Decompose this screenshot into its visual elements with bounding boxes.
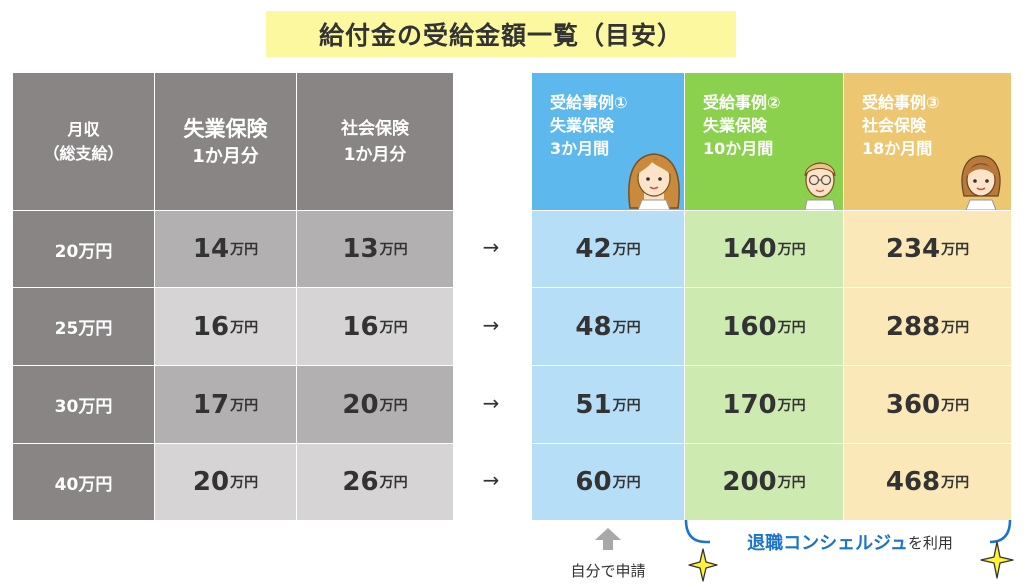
- value-number: 17: [192, 389, 230, 420]
- value-unit: 万円: [230, 397, 259, 414]
- social-value: 26 万円: [297, 444, 453, 520]
- case3-value: 288 万円: [844, 288, 1011, 365]
- social-value: 20 万円: [297, 366, 453, 443]
- case1-value: 60 万円: [532, 444, 684, 520]
- row-income-40: 40万円: [13, 444, 154, 520]
- value-unit: 万円: [379, 242, 408, 258]
- value-unit: 万円: [777, 242, 806, 258]
- case2-duration: 10か月間: [703, 139, 774, 158]
- unemployment-value: 16 万円: [155, 288, 296, 365]
- value-number: 42: [575, 234, 612, 264]
- case3-value: 468 万円: [844, 444, 1011, 520]
- header-social-insurance: 社会保険 1か月分: [297, 73, 453, 210]
- header-unemployment-line2: 1か月分: [192, 145, 259, 167]
- value-unit: 万円: [777, 475, 806, 491]
- value-number: 51: [575, 389, 612, 420]
- value-unit: 万円: [941, 242, 970, 258]
- concierge-label: 退職コンシェルジュ を利用: [710, 527, 990, 557]
- value-number: 14: [192, 234, 230, 264]
- header-monthly-income: 月収 （総支給）: [13, 73, 154, 210]
- value-unit: 万円: [612, 242, 641, 258]
- value-unit: 万円: [941, 319, 970, 336]
- up-arrow-icon: [595, 528, 621, 550]
- value-unit: 万円: [941, 475, 970, 491]
- page-title: 給付金の受給金額一覧（目安）: [266, 11, 736, 57]
- value-number: 13: [342, 234, 379, 264]
- case2-value: 200 万円: [685, 444, 843, 520]
- value-number: 20: [192, 467, 230, 497]
- social-value: 13 万円: [297, 211, 453, 287]
- value-number: 468: [885, 467, 941, 497]
- case2-value: 160 万円: [685, 288, 843, 365]
- unemployment-value: 20 万円: [155, 444, 296, 520]
- value-number: 200: [722, 467, 777, 497]
- header-social-line1: 社会保険: [341, 118, 409, 139]
- value-unit: 万円: [230, 475, 259, 491]
- woman-short-hair-illustration: [961, 155, 1001, 210]
- header-case-2: 受給事例② 失業保険 10か月間: [685, 73, 843, 210]
- value-unit: 万円: [230, 319, 259, 336]
- value-number: 60: [575, 467, 612, 497]
- value-number: 16: [192, 311, 230, 342]
- row-income-20: 20万円: [13, 211, 154, 287]
- value-unit: 万円: [379, 397, 408, 414]
- case3-duration: 18か月間: [862, 139, 933, 158]
- value-number: 160: [722, 311, 777, 342]
- value-unit: 万円: [612, 397, 641, 414]
- case1-value: 51 万円: [532, 366, 684, 443]
- sparkle-icon: [688, 548, 718, 582]
- value-unit: 万円: [379, 475, 408, 491]
- right-arrow: →: [482, 313, 500, 337]
- row-income-25: 25万円: [13, 288, 154, 365]
- case1-value: 48 万円: [532, 288, 684, 365]
- case3-title: 受給事例③: [862, 93, 940, 112]
- concierge-suffix: を利用: [907, 533, 953, 552]
- unemployment-value: 17 万円: [155, 366, 296, 443]
- header-case-1: 受給事例① 失業保険 3か月間: [532, 73, 684, 210]
- value-unit: 万円: [612, 319, 641, 336]
- case1-type: 失業保険: [550, 116, 615, 135]
- case1-title: 受給事例①: [550, 93, 628, 112]
- case2-type: 失業保険: [703, 116, 768, 135]
- case3-type: 社会保険: [862, 116, 927, 135]
- woman-long-hair-illustration: [628, 153, 680, 210]
- row-income-30: 30万円: [13, 366, 154, 443]
- value-number: 16: [342, 311, 379, 342]
- value-number: 48: [575, 311, 612, 342]
- header-social-line2: 1か月分: [343, 144, 407, 165]
- value-number: 20: [342, 389, 379, 420]
- sparkle-icon: [980, 541, 1014, 579]
- value-unit: 万円: [941, 397, 970, 414]
- header-monthly-income-line2: （総支給）: [43, 143, 124, 163]
- right-arrow: →: [482, 391, 500, 415]
- right-arrow: →: [482, 468, 500, 492]
- value-unit: 万円: [230, 242, 259, 258]
- case3-value: 234 万円: [844, 211, 1011, 287]
- value-number: 234: [885, 234, 941, 264]
- concierge-brand: 退職コンシェルジュ: [747, 533, 908, 554]
- self-apply-label: 自分で申請: [570, 562, 646, 580]
- case2-value: 170 万円: [685, 366, 843, 443]
- value-number: 288: [885, 311, 941, 342]
- value-number: 26: [342, 467, 379, 497]
- value-unit: 万円: [379, 319, 408, 336]
- header-monthly-income-line1: 月収: [67, 119, 100, 139]
- header-unemployment-line1: 失業保険: [183, 116, 268, 141]
- value-number: 140: [722, 234, 777, 264]
- value-unit: 万円: [777, 319, 806, 336]
- case1-duration: 3か月間: [550, 139, 610, 158]
- header-unemployment-insurance: 失業保険 1か月分: [155, 73, 296, 210]
- value-unit: 万円: [612, 475, 641, 491]
- value-number: 170: [722, 389, 777, 420]
- case3-value: 360 万円: [844, 366, 1011, 443]
- case2-value: 140 万円: [685, 211, 843, 287]
- value-unit: 万円: [777, 397, 806, 414]
- right-arrow: →: [482, 235, 500, 259]
- case1-value: 42 万円: [532, 211, 684, 287]
- man-glasses-illustration: [804, 162, 836, 210]
- social-value: 16 万円: [297, 288, 453, 365]
- value-number: 360: [885, 389, 941, 420]
- unemployment-value: 14 万円: [155, 211, 296, 287]
- case2-title: 受給事例②: [703, 93, 781, 112]
